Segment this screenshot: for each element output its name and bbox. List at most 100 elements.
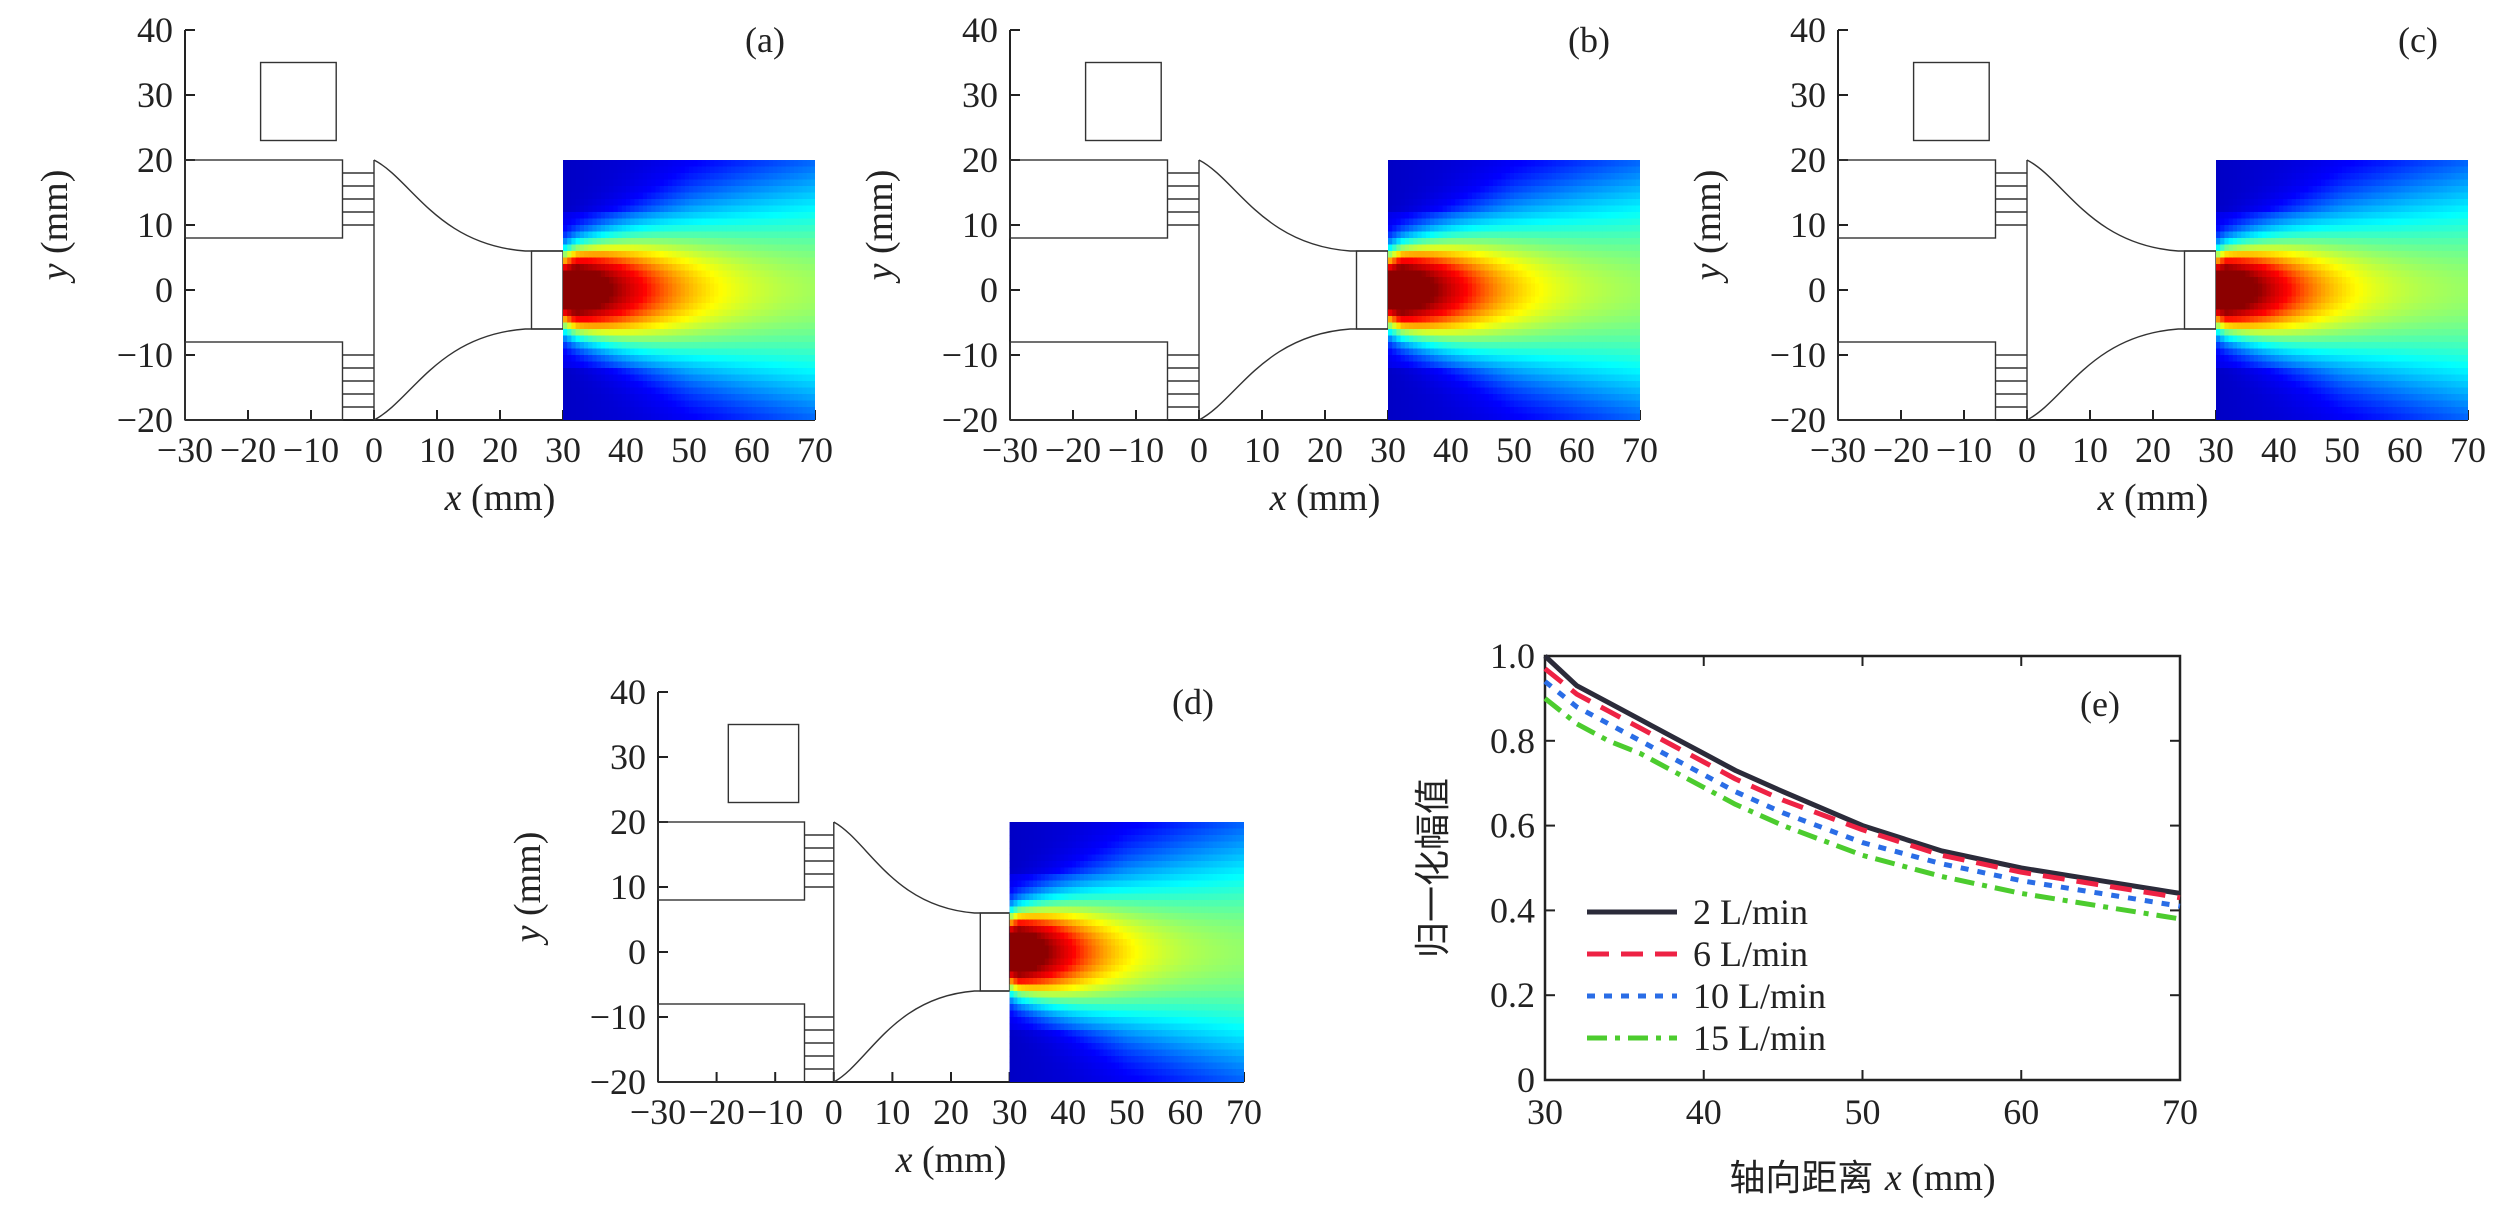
field-cell [634,394,640,402]
field-cell [1518,348,1523,356]
field-cell [1455,290,1460,298]
field-cell [714,270,719,278]
field-cell [1497,270,1502,278]
field-cell [592,290,598,298]
field-cell [1530,329,1536,337]
y-axis-unit: (mm) [34,170,76,264]
field-cell [1430,160,1435,168]
field-cell [1459,374,1465,382]
field-cell [1593,257,1599,265]
field-cell [1409,413,1414,420]
field-cell [1438,173,1444,181]
field-cell [1526,244,1532,252]
field-cell [605,387,610,395]
x-axis-var: x [1269,477,1287,519]
field-cell [592,368,598,376]
field-cell [596,244,602,252]
field-cell [1564,283,1570,291]
field-cell [1455,374,1460,382]
field-cell [1459,368,1465,376]
field-cell [1480,244,1486,252]
field-cell [596,348,602,356]
field-cell [642,238,648,246]
field-cell [588,413,593,420]
field-cell [1505,205,1511,213]
field-cell [1472,238,1477,246]
field-cell [651,225,656,233]
field-cell [1551,212,1557,220]
field-cell [1568,407,1574,415]
field-cell [1535,342,1540,350]
field-cell [672,316,677,324]
field-cell [810,322,815,330]
field-cell [722,296,728,304]
field-cell [1543,381,1549,389]
field-cell [697,160,703,168]
field-cell [1472,160,1477,168]
field-cell [1627,166,1633,174]
field-cell [1409,270,1414,278]
field-cell [722,179,728,187]
field-cell [710,231,715,239]
field-cell [630,322,635,330]
field-cell [680,335,686,343]
field-cell [739,212,745,220]
field-cell [1530,290,1536,298]
field-cell [600,160,606,168]
field-cell [609,231,614,239]
field-cell [1509,264,1515,272]
field-cell [714,329,719,337]
field-cell [764,413,770,420]
field-cell [798,413,803,420]
field-cell [575,179,581,187]
field-cell [613,264,619,272]
field-cell [1476,199,1481,207]
field-cell [1581,231,1586,239]
y-tick-label: −20 [117,400,173,440]
field-cell [1619,199,1624,207]
field-cell [731,387,736,395]
field-cell [689,212,694,220]
field-cell [1589,251,1595,259]
field-cell [617,303,623,311]
field-cell [768,381,774,389]
field-cell [676,277,682,285]
field-cell [1602,257,1607,265]
field-cell [617,225,623,233]
field-cell [806,238,812,246]
field-cell [1522,335,1528,343]
field-cell [1484,394,1490,402]
field-cell [584,381,589,389]
field-cell [647,290,652,298]
field-cell [1581,257,1586,265]
field-cell [1514,381,1519,389]
field-cell [1476,303,1481,311]
field-cell [739,179,745,187]
field-cell [642,322,648,330]
field-cell [693,283,698,291]
field-cell [726,270,732,278]
field-cell [609,205,614,213]
field-cell [617,212,623,220]
field-cell [731,283,736,291]
field-cell [747,290,753,298]
field-cell [563,270,568,278]
field-cell [1396,309,1402,317]
field-cell [655,387,661,395]
field-cell [1509,368,1515,376]
field-cell [1526,231,1532,239]
field-cell [638,342,644,350]
field-cell [1539,225,1544,233]
field-cell [668,316,673,324]
field-cell [1556,316,1561,324]
field-cell [701,329,707,337]
field-cell [1585,218,1591,226]
field-cell [1409,387,1414,395]
field-cell [1623,225,1628,233]
field-cell [1606,238,1612,246]
field-cell [697,173,703,181]
field-cell [1568,218,1574,226]
field-cell [1455,407,1460,415]
field-cell [785,160,791,168]
field-cell [1526,322,1532,330]
